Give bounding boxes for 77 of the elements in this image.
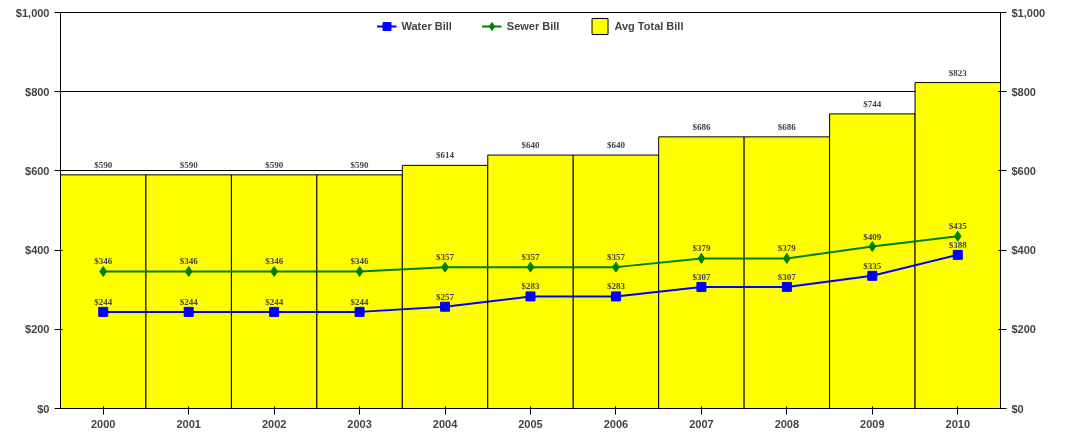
data-label: $244 (350, 296, 370, 307)
data-label: $357 (521, 252, 540, 263)
x-tick-label: 2008 (774, 417, 800, 430)
point (98, 306, 109, 317)
y-tick-label: $600 (25, 164, 50, 177)
y-tick-label: $0 (37, 402, 50, 415)
x-tick-label: 2005 (518, 417, 543, 430)
point (697, 252, 706, 264)
point (781, 281, 792, 292)
y2-tick-label: $400 (1011, 244, 1036, 257)
data-label: $257 (436, 291, 455, 302)
point (952, 249, 963, 260)
data-label: $744 (863, 98, 882, 109)
point (184, 265, 193, 277)
point (355, 265, 364, 277)
data-label: $283 (521, 281, 540, 292)
data-label: $244 (265, 296, 284, 307)
data-label: $307 (777, 271, 797, 282)
data-label: $614 (436, 150, 455, 161)
point (610, 291, 621, 302)
point (99, 265, 108, 277)
y-tick-label: $200 (25, 323, 50, 336)
data-label: $590 (179, 159, 199, 170)
y2-tick-label: $200 (1011, 323, 1036, 336)
x-tick-label: 2010 (945, 417, 971, 430)
x-tick-label: 2003 (347, 417, 372, 430)
y2-tick-label: $800 (1011, 85, 1036, 98)
point (440, 301, 451, 312)
data-label: $346 (179, 256, 199, 267)
data-label: $335 (863, 260, 882, 271)
y-tick-label: $400 (25, 244, 50, 257)
point (953, 230, 962, 242)
x-tick-label: 2004 (432, 417, 459, 430)
y2-tick-label: $1,000 (1011, 6, 1046, 19)
data-label: $346 (94, 256, 113, 267)
point (868, 241, 877, 253)
x-tick-label: 2007 (689, 417, 714, 430)
data-label: $590 (265, 159, 284, 170)
x-tick-label: 2000 (90, 417, 116, 430)
legend-label: Water Bill (401, 20, 452, 32)
point (354, 306, 365, 317)
y-tick-label: $1,000 (15, 6, 50, 19)
point (867, 270, 878, 281)
data-label: $686 (777, 121, 797, 132)
data-label: $435 (948, 221, 968, 232)
legend-label: Avg Total Bill (614, 20, 684, 32)
data-label: $244 (179, 296, 199, 307)
data-label: $357 (606, 252, 626, 263)
y-tick-label: $800 (25, 85, 50, 98)
data-label: $640 (521, 140, 540, 151)
data-label: $244 (94, 296, 113, 307)
y2-tick-label: $0 (1011, 402, 1024, 415)
data-label: $346 (350, 256, 370, 267)
data-label: $379 (692, 243, 711, 254)
data-label: $590 (94, 159, 113, 170)
data-label: $590 (350, 159, 370, 170)
data-label: $357 (436, 252, 455, 263)
data-label: $388 (948, 239, 968, 250)
data-label: $823 (948, 67, 968, 78)
data-label: $283 (606, 281, 626, 292)
x-tick-label: 2001 (176, 417, 201, 430)
x-tick-label: 2002 (261, 417, 287, 430)
data-label: $640 (606, 140, 626, 151)
data-label: $307 (692, 271, 711, 282)
point (269, 306, 280, 317)
data-label: $379 (777, 243, 797, 254)
legend-label: Sewer Bill (506, 20, 560, 32)
point (525, 291, 536, 302)
point (696, 281, 707, 292)
data-label: $409 (863, 231, 882, 242)
x-tick-label: 2009 (860, 417, 885, 430)
point (526, 261, 535, 273)
data-label: $686 (692, 121, 711, 132)
data-label: $346 (265, 256, 284, 267)
x-tick-label: 2006 (603, 417, 629, 430)
y2-tick-label: $600 (1011, 164, 1036, 177)
point (183, 306, 194, 317)
